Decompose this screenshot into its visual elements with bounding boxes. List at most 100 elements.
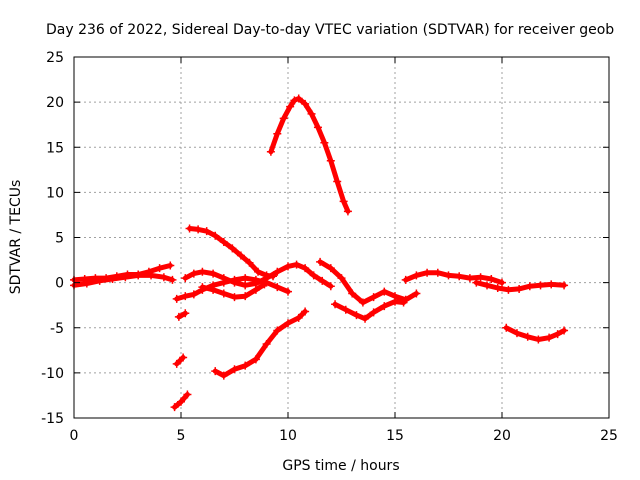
data-point: [198, 283, 207, 292]
data-point: [352, 311, 361, 320]
data-point: [95, 276, 104, 285]
axis-ticks: 0 5 10 15 20 25 -15 -10 -5 0 5 10 15 20 25: [41, 50, 618, 444]
data-point: [251, 355, 260, 364]
data-point: [536, 281, 545, 290]
data-point: [380, 287, 389, 296]
data-point: [230, 293, 239, 302]
data-point: [318, 276, 327, 285]
data-point: [189, 290, 198, 299]
chart-title: Day 236 of 2022, Sidereal Day-to-day VTE…: [46, 22, 614, 38]
data-point: [121, 273, 130, 282]
data-point: [433, 268, 442, 277]
data-point: [525, 282, 534, 291]
data-point: [498, 278, 506, 287]
data-point: [401, 275, 410, 284]
series-trace: [268, 96, 351, 214]
y-tick-label: 0: [55, 276, 64, 292]
data-point: [219, 238, 228, 247]
y-tick-label: -5: [50, 321, 64, 337]
data-point: [211, 231, 220, 240]
data-point: [502, 323, 511, 332]
data-point: [301, 264, 310, 273]
series-arc-fragment-c: [174, 309, 190, 321]
data-point: [181, 292, 190, 301]
data-point: [547, 280, 556, 289]
series-arc-rising-from-minus10: [211, 307, 310, 380]
data-point: [219, 371, 228, 380]
data-point: [168, 275, 177, 284]
data-point: [209, 285, 218, 294]
data-point: [290, 96, 299, 105]
data-point: [301, 99, 310, 108]
data-point: [262, 339, 271, 348]
data-point: [412, 289, 421, 298]
data-point: [512, 329, 521, 338]
data-point: [185, 224, 194, 233]
data-point: [523, 332, 532, 341]
data-point: [134, 271, 143, 280]
data-point: [273, 267, 282, 276]
data-point: [159, 273, 168, 282]
data-point: [284, 262, 292, 271]
data-point: [172, 294, 181, 303]
data-point: [219, 289, 228, 298]
data-point: [309, 271, 318, 280]
data-point: [343, 207, 352, 216]
x-tick-label: 0: [70, 428, 79, 444]
data-point: [273, 129, 282, 138]
grid: [74, 57, 609, 418]
data-point: [228, 244, 237, 253]
data-point: [251, 275, 260, 284]
data-point: [108, 275, 117, 284]
series-trace: [212, 309, 308, 379]
data-point: [483, 281, 492, 290]
series-arc-dip-8: [198, 280, 269, 302]
data-point: [189, 269, 198, 278]
data-point: [444, 271, 453, 280]
data-point: [487, 275, 496, 284]
data-point: [455, 272, 464, 281]
data-point: [333, 177, 342, 186]
series-trace: [403, 270, 505, 286]
data-point: [174, 312, 183, 321]
data-point: [326, 264, 335, 273]
data-point: [341, 305, 350, 314]
data-point: [230, 275, 239, 284]
data-point: [476, 273, 485, 282]
data-series: [70, 94, 569, 412]
x-tick-label: 20: [493, 428, 511, 444]
y-tick-label: 10: [46, 185, 64, 201]
data-point: [172, 359, 181, 368]
series-arc-cluster-12-16: [316, 257, 421, 307]
data-point: [198, 267, 207, 276]
data-point: [82, 279, 91, 288]
data-point: [273, 326, 282, 335]
data-point: [348, 289, 357, 298]
data-point: [260, 280, 269, 289]
y-tick-label: -10: [41, 366, 64, 382]
data-point: [279, 114, 288, 123]
x-tick-label: 5: [177, 428, 186, 444]
data-point: [391, 297, 399, 306]
data-point: [504, 285, 513, 294]
data-point: [219, 278, 228, 287]
data-point: [301, 307, 310, 316]
data-point: [331, 300, 340, 309]
data-point: [465, 274, 474, 283]
series-arc-late-hump: [401, 268, 506, 287]
data-point: [320, 138, 329, 147]
data-point: [423, 268, 432, 277]
data-point: [236, 251, 245, 260]
y-tick-label: 5: [55, 231, 64, 247]
x-tick-label: 15: [386, 428, 404, 444]
data-point: [361, 314, 370, 323]
data-point: [326, 156, 335, 165]
data-point: [194, 225, 203, 234]
data-point: [326, 282, 335, 291]
data-point: [369, 293, 378, 302]
series-arc-baseline-early: [70, 261, 175, 284]
x-tick-label: 25: [600, 428, 618, 444]
data-point: [155, 264, 164, 273]
data-point: [266, 147, 275, 156]
